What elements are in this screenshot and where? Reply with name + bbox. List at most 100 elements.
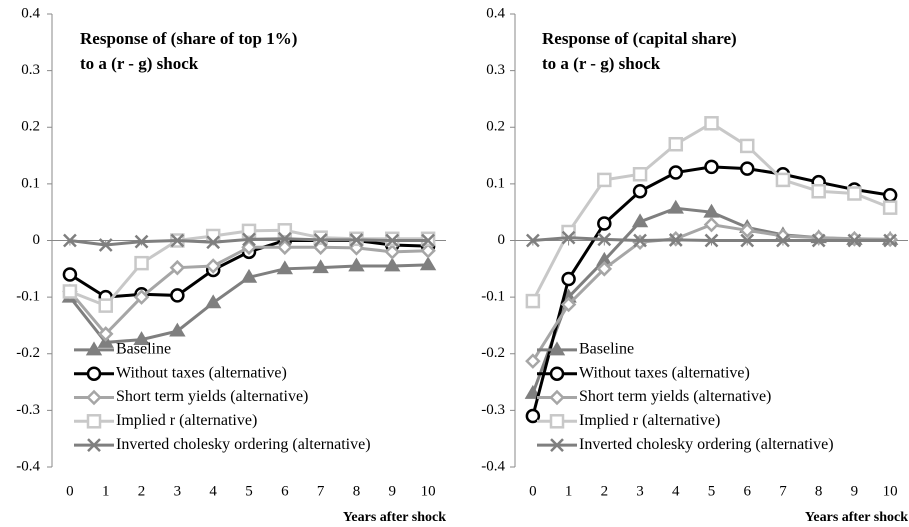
- legend-label: Inverted cholesky ordering (alternative): [579, 436, 834, 453]
- y-tick-label: 0: [33, 232, 41, 248]
- data-point: [169, 259, 186, 276]
- data-point: [740, 233, 755, 248]
- y-tick-label: -0.3: [481, 402, 505, 418]
- data-point: [561, 271, 576, 287]
- x-tick-label: 5: [245, 483, 253, 499]
- data-point: [133, 289, 150, 305]
- data-point: [776, 233, 790, 248]
- legend-marker: [549, 389, 565, 406]
- legend-label: Without taxes (alternative): [579, 364, 750, 381]
- data-point: [632, 166, 648, 182]
- legend-marker: [549, 414, 565, 429]
- data-point: [133, 331, 150, 346]
- legend-marker: [549, 366, 565, 381]
- legend-marker: [86, 366, 102, 381]
- x-axis-label: Years after shock: [343, 510, 446, 525]
- legend-marker: [85, 341, 103, 356]
- data-point: [631, 213, 649, 228]
- data-point: [277, 223, 293, 238]
- y-tick-label: 0.1: [486, 175, 505, 191]
- y-tick-label: 0: [498, 232, 506, 248]
- data-point: [206, 235, 221, 250]
- y-tick-label: 0.1: [21, 175, 40, 191]
- legend-label: Short term yields (alternative): [579, 388, 771, 405]
- data-point: [134, 255, 149, 271]
- data-point: [633, 233, 647, 248]
- data-point: [98, 238, 113, 252]
- data-point: [811, 183, 826, 199]
- data-point: [525, 353, 541, 369]
- chart-title: Response of (share of top 1%): [80, 29, 297, 48]
- legend-label: Without taxes (alternative): [116, 364, 287, 381]
- data-point: [525, 408, 541, 424]
- data-point: [632, 183, 648, 199]
- data-point: [348, 257, 365, 272]
- data-point: [525, 233, 540, 248]
- x-tick-label: 2: [138, 483, 146, 499]
- x-tick-label: 9: [389, 483, 397, 499]
- data-point: [241, 239, 257, 256]
- x-tick-label: 0: [66, 483, 74, 499]
- data-point: [420, 242, 436, 259]
- data-point: [739, 138, 755, 154]
- data-point: [241, 223, 257, 239]
- data-point: [597, 216, 612, 231]
- legend-label: Inverted cholesky ordering (alternative): [116, 436, 371, 453]
- y-tick-label: 0.4: [21, 5, 40, 21]
- data-point: [847, 233, 862, 248]
- x-tick-label: 10: [421, 483, 436, 499]
- y-tick-label: 0.3: [486, 62, 505, 78]
- data-point: [384, 244, 401, 260]
- y-tick-label: -0.2: [16, 345, 40, 361]
- data-point: [882, 200, 898, 215]
- data-point: [667, 199, 684, 214]
- data-point: [739, 222, 755, 239]
- data-point: [704, 233, 719, 248]
- data-point: [668, 136, 684, 152]
- data-point: [277, 231, 292, 246]
- y-tick-label: -0.4: [16, 458, 40, 474]
- legend-label: Baseline: [579, 341, 634, 358]
- data-point: [704, 159, 719, 175]
- chart-title: to a (r - g) shock: [542, 54, 661, 73]
- y-tick-label: 0.2: [486, 119, 505, 135]
- y-tick-label: 0.4: [486, 5, 505, 21]
- data-point: [739, 161, 755, 176]
- data-point: [596, 261, 613, 277]
- data-point: [62, 267, 78, 282]
- data-point: [560, 296, 577, 313]
- data-point: [525, 293, 541, 309]
- x-tick-label: 6: [743, 483, 751, 499]
- data-point: [63, 233, 77, 248]
- data-point: [597, 172, 612, 188]
- data-point: [775, 172, 791, 188]
- x-tick-label: 3: [636, 483, 644, 499]
- x-axis-label: Years after shock: [805, 510, 908, 525]
- data-point: [62, 284, 78, 299]
- data-point: [668, 233, 683, 247]
- data-point: [883, 233, 898, 248]
- legend-label: Implied r (alternative): [116, 412, 257, 429]
- y-tick-label: -0.1: [481, 289, 505, 305]
- chart-title: Response of (capital share): [542, 29, 737, 48]
- x-tick-label: 6: [281, 483, 289, 499]
- data-point: [561, 230, 576, 245]
- legend-label: Baseline: [116, 341, 171, 358]
- x-tick-label: 9: [851, 483, 859, 499]
- x-tick-label: 4: [209, 483, 217, 499]
- x-tick-label: 4: [672, 483, 680, 499]
- data-point: [668, 165, 684, 180]
- data-point: [205, 258, 221, 274]
- data-point: [242, 232, 256, 247]
- data-point: [524, 384, 542, 399]
- data-point: [134, 234, 149, 249]
- data-point: [313, 233, 328, 247]
- data-point: [421, 233, 435, 248]
- x-tick-label: 1: [565, 483, 573, 499]
- legend-label: Short term yields (alternative): [116, 388, 308, 405]
- data-point: [170, 288, 185, 303]
- data-point: [385, 233, 400, 248]
- y-tick-label: 0.3: [21, 62, 40, 78]
- x-tick-label: 5: [708, 483, 716, 499]
- data-point: [277, 239, 293, 256]
